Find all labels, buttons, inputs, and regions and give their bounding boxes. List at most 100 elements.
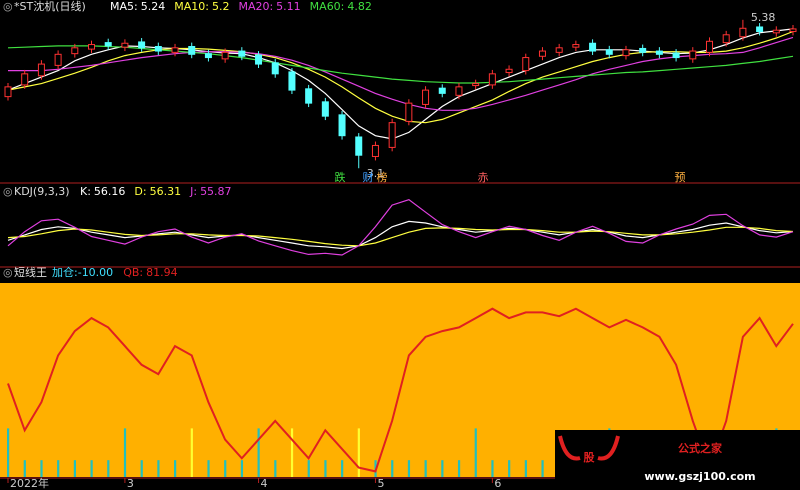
- signal-bar: [90, 460, 93, 477]
- candle-body: [88, 44, 96, 50]
- signal-bar: [508, 460, 511, 477]
- candle-body: [371, 144, 379, 158]
- candle-body: [121, 42, 129, 48]
- legend-value: 56.31: [150, 185, 182, 198]
- signal-bar: [474, 428, 477, 477]
- x-tick-label: 2022年: [10, 476, 49, 490]
- legend-entry: QB: 81.94: [123, 266, 177, 279]
- legend-name: QB:: [123, 266, 143, 279]
- legend-name: MA10:: [174, 0, 209, 13]
- legend-value: 81.94: [146, 266, 178, 279]
- candle-body: [505, 68, 513, 74]
- candle-body: [388, 122, 396, 148]
- candle-body: [756, 26, 764, 33]
- signal-bar: [240, 460, 244, 477]
- low-label: 3.1: [367, 167, 385, 180]
- series-line: [7, 226, 794, 247]
- panel-title: *ST沈机(日线): [14, 0, 86, 13]
- panel-icon: ◎: [3, 0, 13, 13]
- signal-bar: [190, 428, 193, 477]
- signal-bar: [140, 460, 143, 477]
- candle-body: [522, 57, 530, 72]
- signal-bar: [541, 460, 544, 477]
- signal-bar: [123, 428, 127, 477]
- series-line: [8, 36, 794, 111]
- candle-body: [455, 86, 463, 96]
- candle-body: [472, 83, 480, 87]
- x-tick-label: 3: [127, 477, 134, 490]
- candle-body: [689, 50, 697, 60]
- candle-body: [37, 63, 45, 77]
- watermark-url: www.gszj100.com: [644, 470, 755, 483]
- signal-bar: [207, 460, 210, 477]
- watermark-box: [555, 430, 800, 490]
- candle-body: [21, 73, 29, 86]
- legend-value: 4.82: [347, 0, 372, 13]
- candle-body: [355, 136, 363, 156]
- legend-entry: MA5: 5.24: [110, 0, 165, 13]
- series-line: [7, 307, 794, 473]
- signal-bar: [157, 460, 160, 477]
- panel-title: 短线王: [14, 265, 47, 279]
- candle-body: [438, 87, 446, 94]
- signal-bar: [257, 428, 260, 477]
- candle-body: [138, 41, 146, 49]
- legend-value: 5.2: [212, 0, 230, 13]
- signal-bar: [407, 460, 411, 477]
- x-tick-label: 6: [494, 477, 501, 490]
- legend-value: 56.16: [94, 185, 126, 198]
- legend-value: 5.11: [276, 0, 301, 13]
- series-line: [7, 199, 794, 256]
- signal-bar: [224, 460, 227, 477]
- signal-bar: [307, 460, 310, 477]
- event-marker: 跌: [335, 170, 346, 184]
- candle-body: [605, 49, 613, 55]
- signal-bar: [7, 428, 10, 477]
- panel-icon: ◎: [3, 185, 13, 198]
- legend-value: 55.87: [200, 185, 232, 198]
- legend-entry: D: 56.31: [134, 185, 181, 198]
- event-marker: 预: [675, 171, 686, 184]
- panel-icon: ◎: [3, 266, 13, 279]
- x-tick-label: 4: [261, 477, 268, 490]
- signal-bar: [107, 460, 110, 477]
- candle-body: [772, 29, 780, 34]
- signal-bar: [23, 460, 26, 477]
- legend-name: MA5:: [110, 0, 138, 13]
- candle-body: [171, 47, 179, 53]
- legend-entry: MA60: 4.82: [310, 0, 372, 13]
- signal-bar: [290, 428, 294, 477]
- candle-body: [422, 89, 430, 105]
- candle-body: [71, 47, 79, 55]
- signal-bar: [73, 460, 77, 477]
- candle-body: [488, 73, 496, 86]
- candle-body: [288, 71, 296, 91]
- signal-bar: [40, 460, 43, 477]
- candle-body: [154, 46, 162, 52]
- indicator-entry: 加仓:-10.00: [52, 265, 113, 279]
- legend-value: 5.24: [141, 0, 166, 13]
- signal-bar: [491, 460, 494, 477]
- indicator-name: 加仓:: [52, 265, 78, 279]
- panel-title: KDJ(9,3,3): [14, 185, 70, 198]
- legend-entry: K: 56.16: [80, 185, 125, 198]
- watermark-logo: 股: [584, 451, 596, 464]
- candle-body: [789, 28, 797, 33]
- candle-body: [555, 47, 563, 53]
- signal-bar: [341, 460, 344, 477]
- candle-body: [589, 42, 597, 52]
- legend-name: MA60:: [310, 0, 345, 13]
- signal-bar: [324, 460, 327, 477]
- candle-body: [4, 86, 12, 98]
- event-marker: 赤: [478, 171, 489, 184]
- candle-body: [655, 50, 663, 55]
- legend-name: K:: [80, 185, 91, 198]
- event-marker: 财: [363, 170, 374, 184]
- legend-name: MA20:: [238, 0, 273, 13]
- candle-body: [271, 62, 279, 75]
- legend-name: J:: [189, 185, 197, 198]
- event-marker: 榜: [377, 170, 388, 184]
- candle-body: [305, 88, 313, 104]
- signal-bar: [357, 428, 360, 477]
- signal-bar: [524, 460, 527, 477]
